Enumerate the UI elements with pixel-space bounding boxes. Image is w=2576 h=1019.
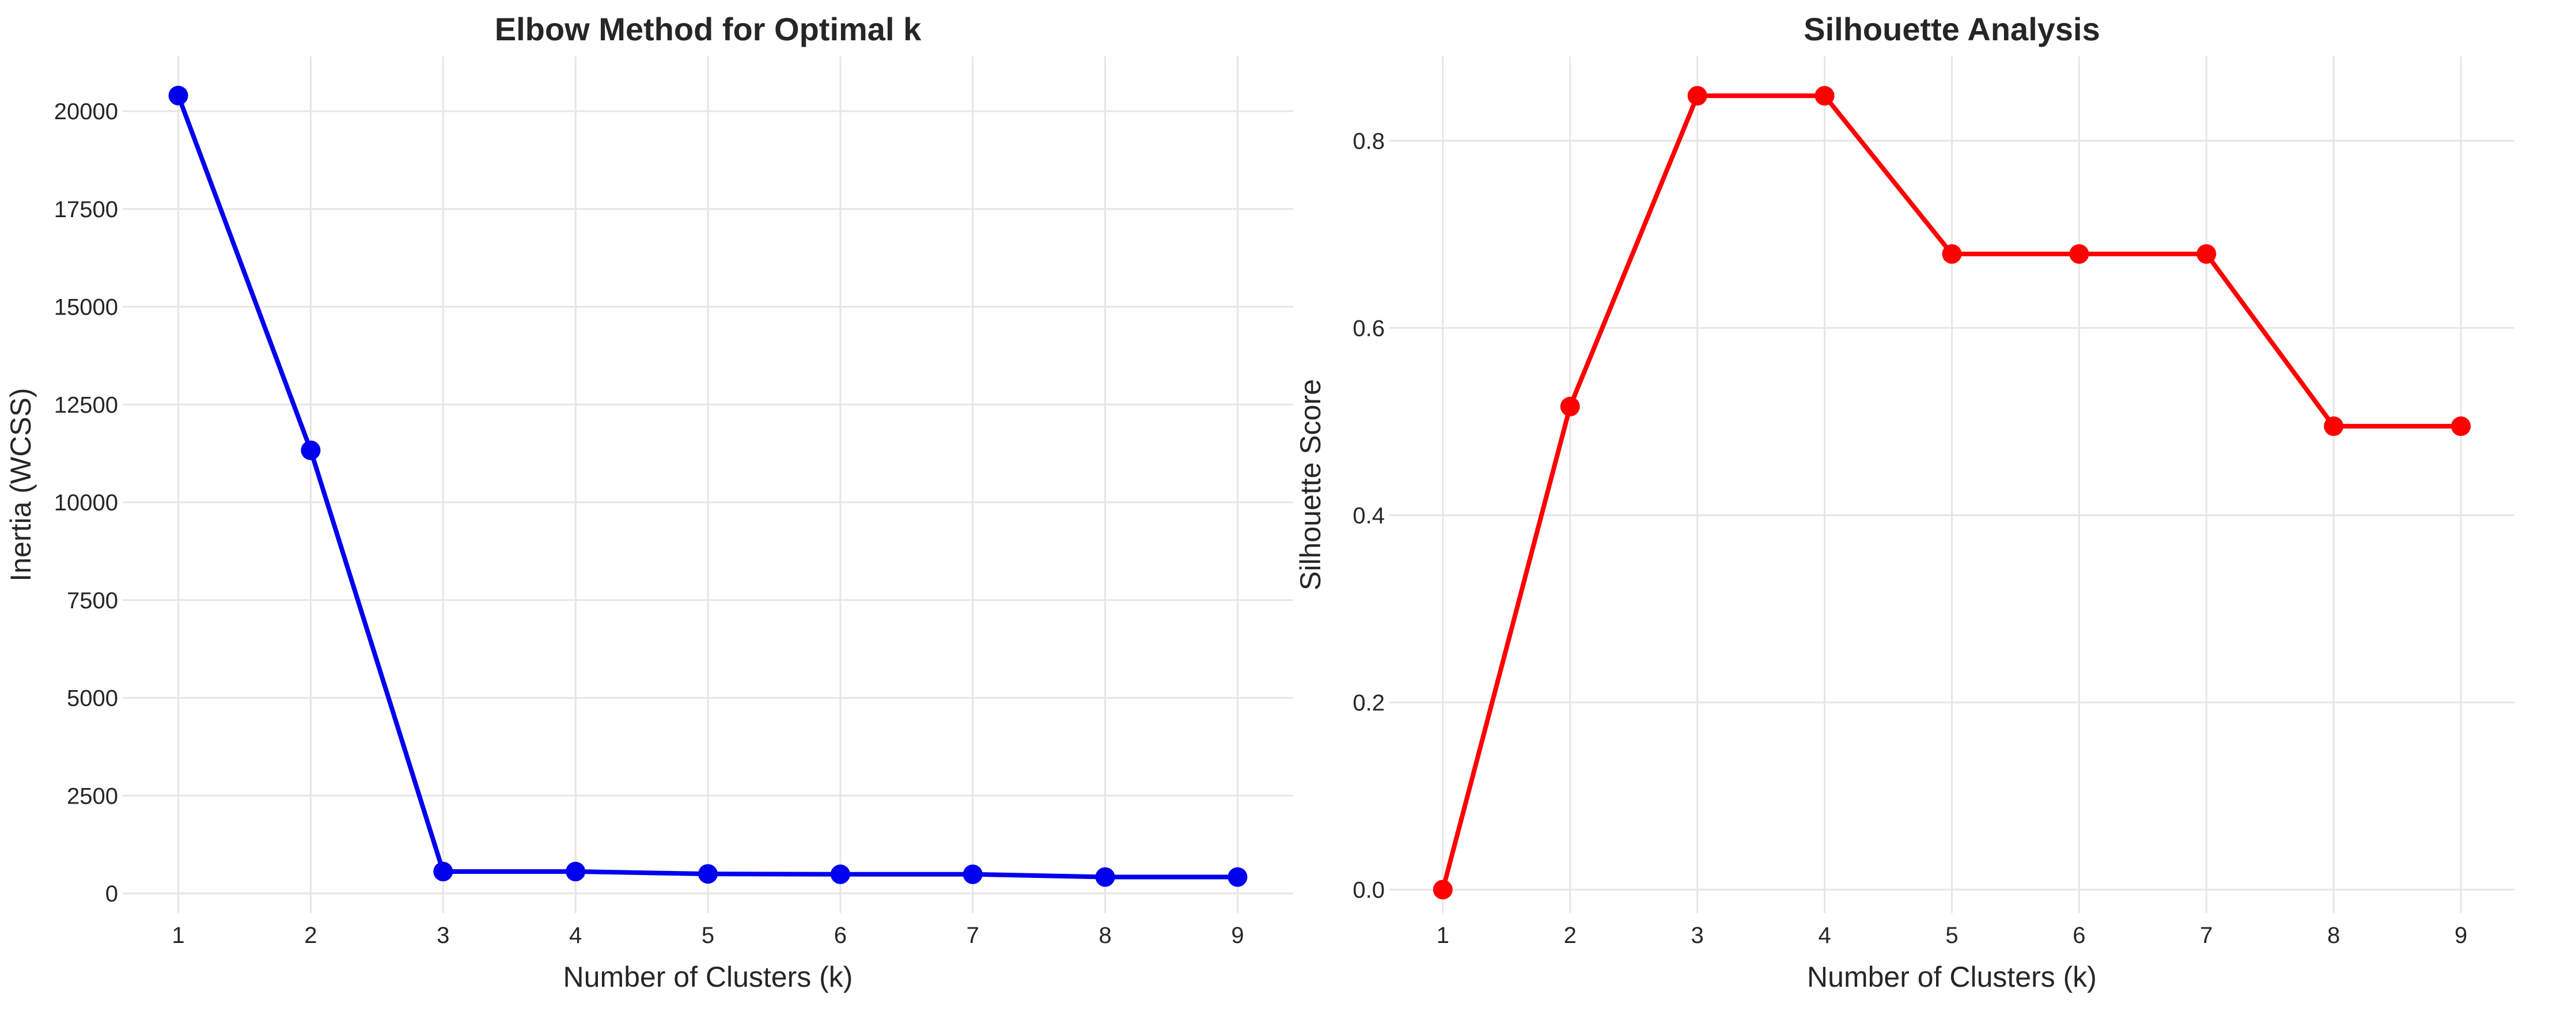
elbow-data-point: [566, 862, 586, 882]
silhouette-chart: 1 2 3 4 5 6 7 8 9 0.0 0.2 0.4 0.6 0.8 Silhouette Anal…: [1294, 11, 2514, 993]
elbow-data-point: [433, 862, 453, 882]
elbow-y-tick-label: 10000: [54, 490, 118, 516]
silhouette-x-tick-label: 5: [1945, 923, 1958, 948]
silhouette-ticks: 1 2 3 4 5 6 7 8 9 0.0 0.2 0.4 0.6 0.8: [1353, 128, 2467, 948]
silhouette-data-point: [1433, 880, 1453, 900]
elbow-chart: 1 2 3 4 5 6 7 8 9 0 2500 5000 7500 10000 12500 15000 175…: [5, 11, 1293, 993]
silhouette-data-point: [1942, 244, 1962, 264]
elbow-y-tick-label: 7500: [67, 588, 118, 613]
elbow-y-tick-label: 15000: [54, 295, 118, 320]
elbow-x-tick-label: 1: [172, 923, 184, 948]
silhouette-x-tick-label: 4: [1818, 923, 1831, 948]
silhouette-x-tick-label: 6: [2073, 923, 2085, 948]
silhouette-x-tick-label: 7: [2200, 923, 2213, 948]
silhouette-x-axis-label: Number of Clusters (k): [1807, 961, 2097, 993]
elbow-data-point: [1095, 867, 1115, 887]
silhouette-data-point: [1560, 396, 1580, 416]
silhouette-chart-title: Silhouette Analysis: [1804, 11, 2100, 47]
silhouette-x-tick-label: 3: [1691, 923, 1704, 948]
silhouette-x-tick-label: 8: [2327, 923, 2340, 948]
silhouette-grid: [1389, 56, 2514, 913]
elbow-y-tick-label: 2500: [67, 783, 118, 809]
silhouette-x-tick-label: 1: [1437, 923, 1449, 948]
silhouette-y-tick-label: 0.8: [1353, 128, 1385, 154]
silhouette-x-tick-label: 9: [2454, 923, 2467, 948]
silhouette-y-tick-label: 0.2: [1353, 690, 1385, 715]
silhouette-y-tick-label: 0.6: [1353, 316, 1385, 341]
silhouette-data-point: [1814, 86, 1835, 106]
elbow-x-tick-label: 2: [304, 923, 317, 948]
elbow-data-point: [301, 440, 321, 460]
silhouette-y-tick-label: 0.4: [1353, 503, 1385, 528]
elbow-data-point: [963, 864, 983, 884]
elbow-x-tick-label: 8: [1098, 923, 1111, 948]
elbow-x-tick-label: 7: [967, 923, 979, 948]
elbow-x-tick-label: 6: [834, 923, 847, 948]
elbow-y-tick-label: 12500: [54, 392, 118, 418]
elbow-y-tick-label: 20000: [54, 99, 118, 124]
elbow-x-tick-label: 3: [437, 923, 449, 948]
elbow-chart-title: Elbow Method for Optimal k: [495, 11, 922, 47]
silhouette-data-point: [2196, 244, 2217, 264]
elbow-y-axis-label: Inertia (WCSS): [5, 388, 37, 581]
elbow-series: [168, 85, 1248, 887]
silhouette-y-axis-label: Silhouette Score: [1294, 379, 1327, 590]
elbow-x-tick-label: 5: [702, 923, 714, 948]
elbow-data-point: [168, 85, 188, 105]
elbow-data-point: [830, 864, 850, 884]
elbow-grid: [123, 56, 1293, 913]
elbow-y-tick-label: 17500: [54, 197, 118, 222]
silhouette-data-point: [1687, 86, 1707, 106]
elbow-y-tick-label: 5000: [67, 686, 118, 711]
elbow-data-point: [698, 864, 718, 884]
elbow-x-axis-label: Number of Clusters (k): [563, 961, 853, 993]
elbow-data-point: [1228, 867, 1248, 887]
silhouette-data-point: [2451, 416, 2471, 436]
silhouette-data-point: [2324, 416, 2344, 436]
elbow-y-tick-label: 0: [105, 881, 118, 907]
silhouette-data-point: [2069, 244, 2089, 264]
silhouette-y-tick-label: 0.0: [1353, 877, 1385, 903]
elbow-x-tick-label: 4: [569, 923, 582, 948]
silhouette-x-tick-label: 2: [1564, 923, 1577, 948]
elbow-ticks: 1 2 3 4 5 6 7 8 9 0 2500 5000 7500 10000 12500 15000 175…: [54, 99, 1244, 948]
silhouette-series: [1433, 86, 2471, 900]
elbow-x-tick-label: 9: [1231, 923, 1244, 948]
